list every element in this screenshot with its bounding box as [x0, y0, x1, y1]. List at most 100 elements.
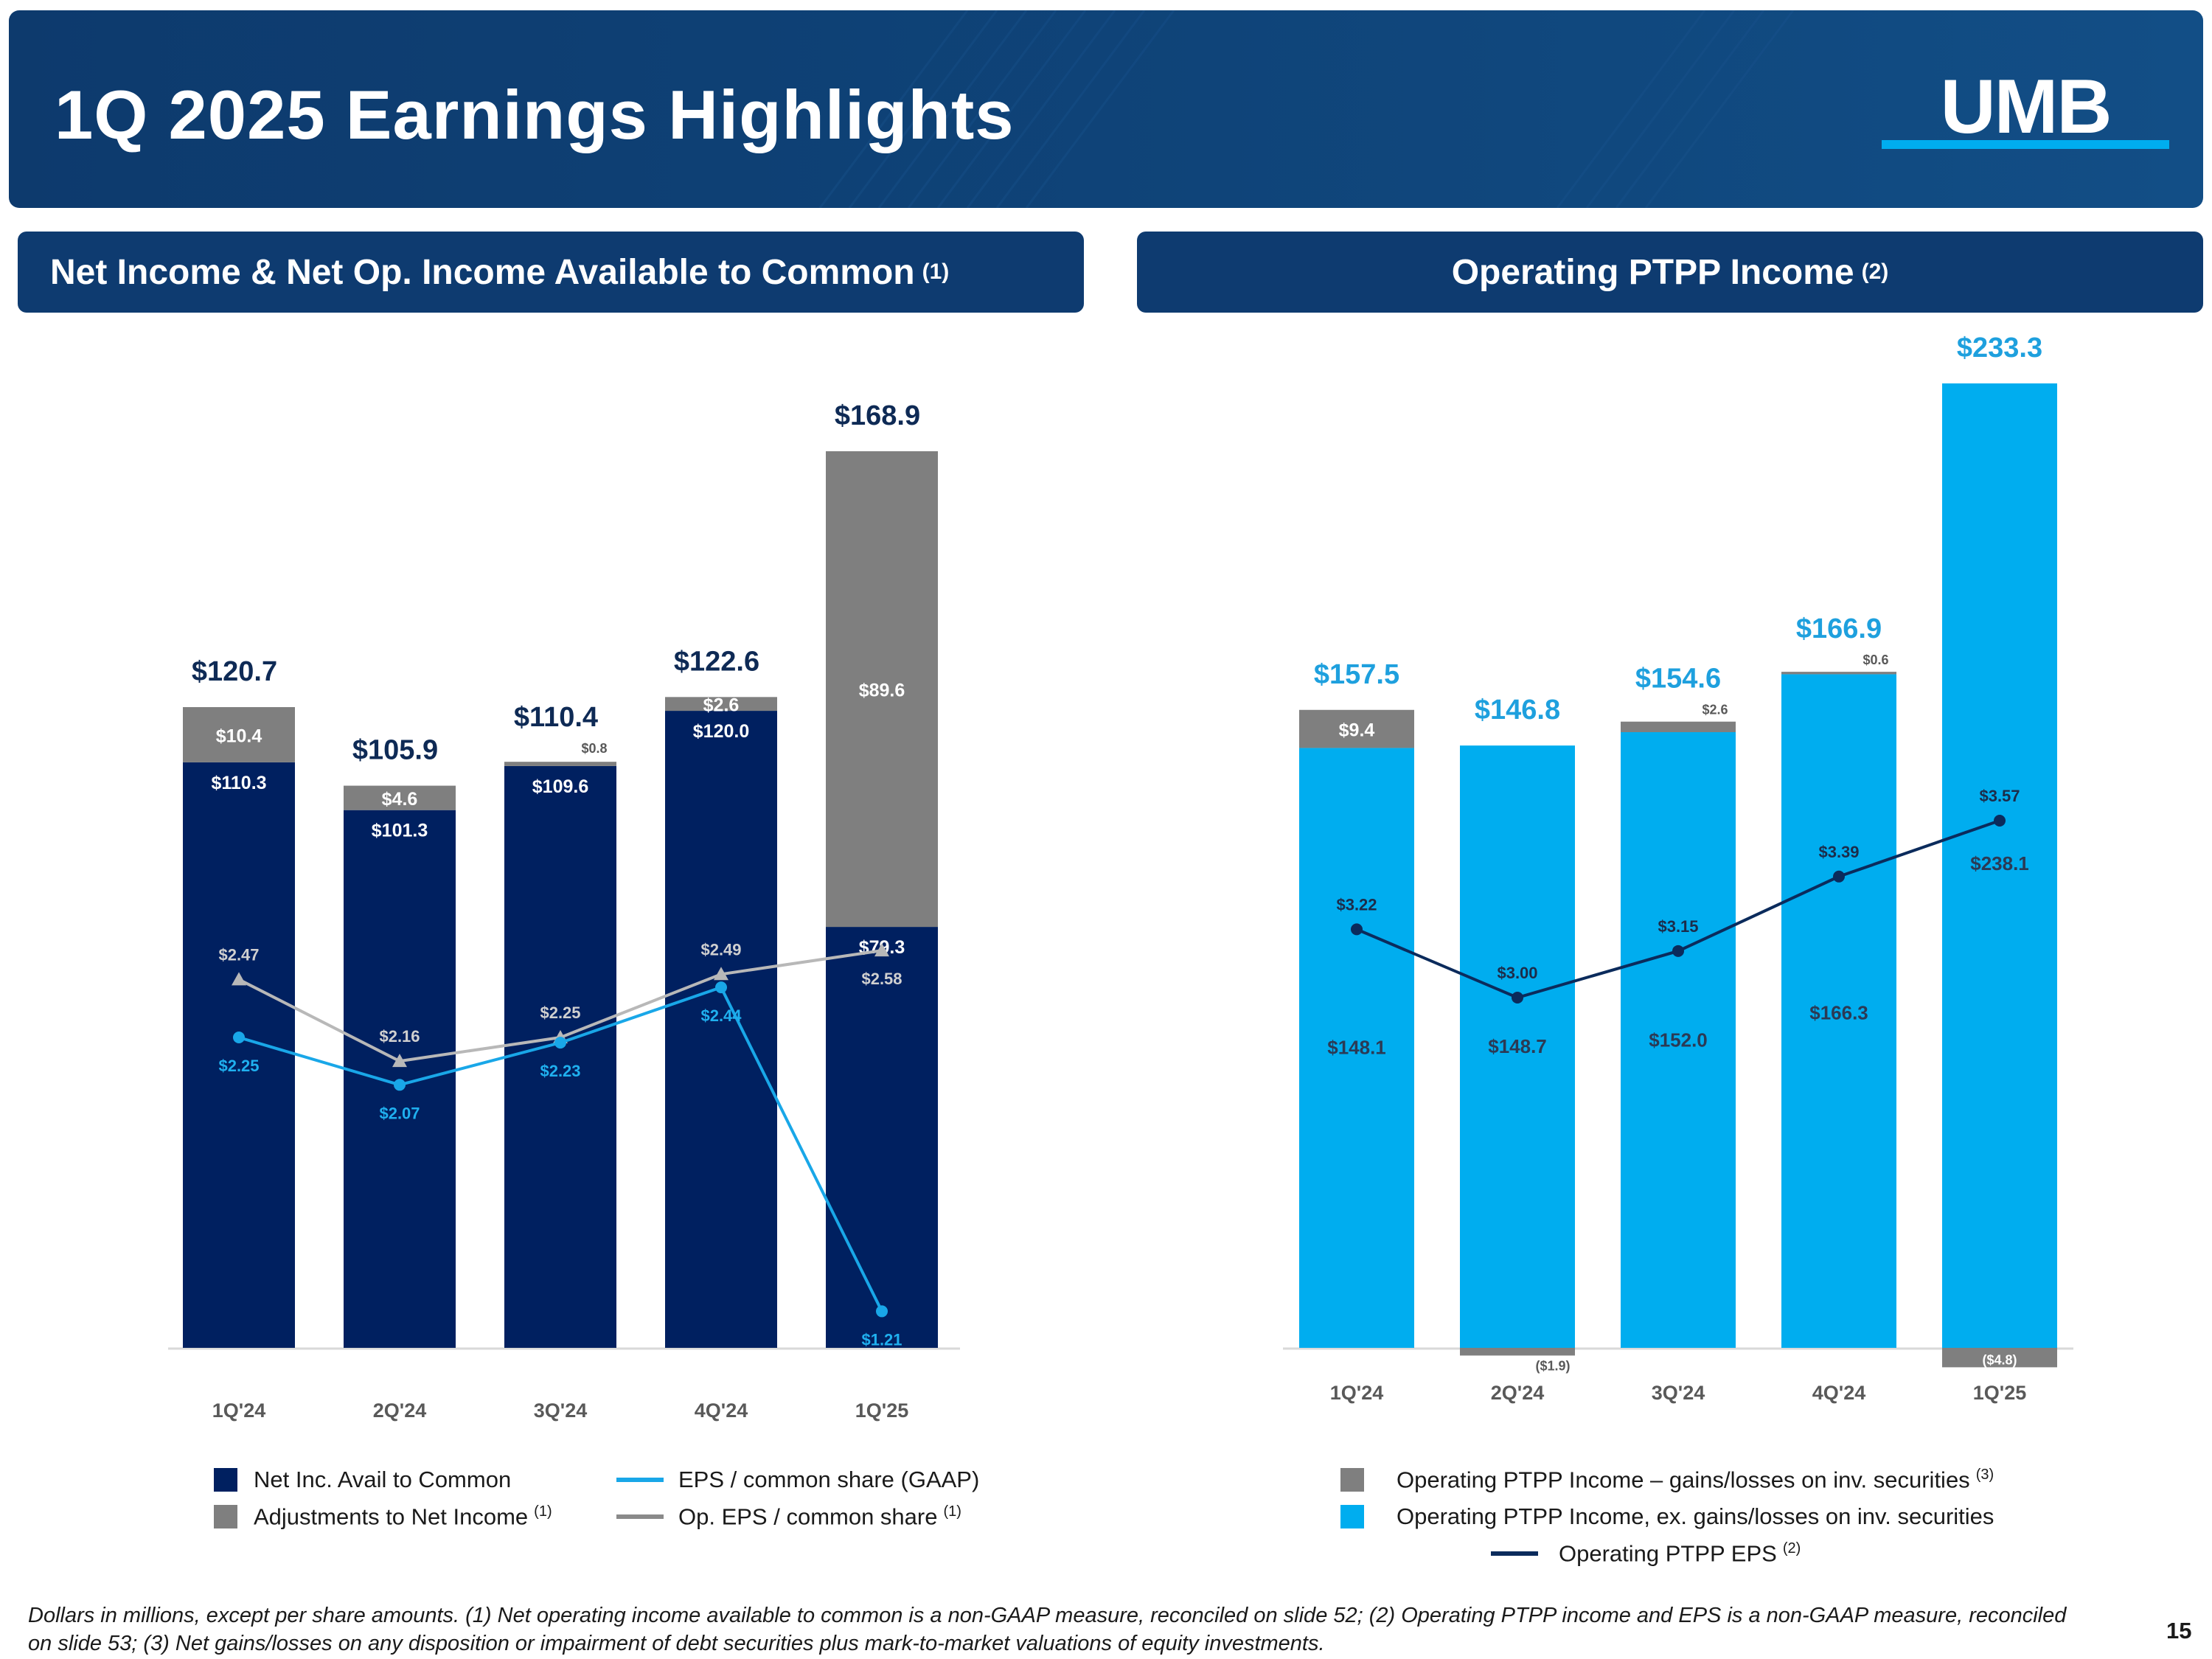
right-bar-ptpp-gains	[1621, 721, 1736, 732]
left-x-tick-label: 4Q'24	[695, 1399, 748, 1422]
right-label-ptpp-ex-gains: $148.7	[1488, 1035, 1547, 1057]
left-label-adjustment: $2.6	[703, 695, 740, 716]
left-label-op-eps: $2.16	[379, 1027, 420, 1046]
right-bar-ptpp-ex-gains	[1781, 674, 1896, 1348]
legend-swatch-ptpp-ex-gains	[1340, 1505, 1364, 1528]
left-point-eps-gaap	[554, 1037, 566, 1049]
legend-line-eps-gaap	[616, 1478, 664, 1482]
right-bar-ptpp-ex-gains	[1460, 745, 1575, 1348]
left-point-eps-gaap	[233, 1032, 245, 1043]
legend-ptpp-eps: Operating PTPP EPS (2)	[1559, 1540, 1801, 1567]
left-point-eps-gaap	[715, 981, 727, 994]
left-bar-net-income	[665, 711, 777, 1348]
left-panel-title-note: (1)	[922, 260, 950, 284]
left-bar-adjustment	[826, 451, 938, 928]
banner-texture	[818, 10, 1795, 208]
left-panel-header: Net Income & Net Op. Income Available to…	[18, 232, 1084, 313]
right-label-ptpp-gains: ($4.8)	[1982, 1352, 2017, 1367]
right-label-ptpp-ex-gains: $166.3	[1809, 1001, 1868, 1023]
left-label-eps-gaap: $2.07	[379, 1104, 420, 1122]
page-number: 15	[2166, 1618, 2192, 1644]
left-panel-title: Net Income & Net Op. Income Available to…	[50, 252, 915, 292]
left-label-eps-gaap: $2.25	[218, 1057, 259, 1075]
left-bar-adjustment	[665, 697, 777, 712]
left-x-tick-label: 2Q'24	[373, 1399, 426, 1422]
right-panel-title: Operating PTPP Income	[1451, 252, 1854, 292]
left-label-net-income: $101.3	[372, 821, 428, 841]
umb-logo: UMB	[1882, 72, 2169, 150]
legend-op-eps: Op. EPS / common share (1)	[678, 1503, 961, 1530]
right-point-ptpp-eps	[1672, 945, 1684, 957]
right-bar-ptpp-ex-gains	[1299, 748, 1414, 1348]
right-x-tick-label: 2Q'24	[1491, 1382, 1544, 1404]
left-point-op-eps	[392, 1054, 407, 1068]
right-point-ptpp-eps	[1351, 923, 1363, 936]
left-x-tick-label: 1Q'25	[855, 1399, 908, 1422]
left-point-op-eps	[874, 943, 889, 957]
left-label-op-eps: $2.25	[540, 1004, 580, 1022]
title-banner: 1Q 2025 Earnings Highlights UMB	[9, 10, 2203, 208]
left-label-net-income: $120.0	[693, 721, 749, 742]
right-total-label: $154.6	[1635, 664, 1721, 695]
right-total-label: $233.3	[1957, 333, 2042, 364]
legend-line-op-eps	[616, 1514, 664, 1519]
right-total-label: $157.5	[1314, 659, 1399, 690]
page-title: 1Q 2025 Earnings Highlights	[55, 76, 1015, 153]
left-bar-net-income	[183, 762, 295, 1348]
right-bar-ptpp-gains	[1460, 1348, 1575, 1356]
footnote: Dollars in millions, except per share am…	[28, 1604, 2067, 1655]
legend-swatch-net-income	[214, 1468, 237, 1492]
right-label-ptpp-eps: $3.57	[1979, 787, 2020, 805]
legend-net-income: Net Inc. Avail to Common	[254, 1467, 512, 1492]
right-bar-ptpp-gains	[1299, 709, 1414, 748]
left-label-adjustment: $4.6	[382, 789, 418, 810]
logo-underline	[1882, 140, 2169, 149]
left-label-op-eps: $2.47	[218, 945, 259, 964]
right-bar-ptpp-gains	[1942, 1348, 2057, 1368]
left-label-adjustment: $10.4	[216, 726, 262, 746]
left-point-op-eps	[232, 972, 246, 986]
right-point-ptpp-eps	[1512, 992, 1523, 1004]
right-label-ptpp-ex-gains: $238.1	[1970, 852, 2029, 874]
right-label-ptpp-gains: $2.6	[1702, 703, 1728, 717]
right-bar-ptpp-ex-gains	[1621, 731, 1736, 1348]
left-total-label: $105.9	[352, 735, 438, 766]
right-panel-header: Operating PTPP Income (2)	[1137, 232, 2203, 313]
right-label-ptpp-eps: $3.22	[1336, 895, 1377, 914]
left-point-eps-gaap	[876, 1305, 888, 1318]
right-panel-title-note: (2)	[1861, 260, 1889, 284]
left-bar-adjustment	[183, 707, 295, 762]
right-label-ptpp-ex-gains: $152.0	[1649, 1029, 1708, 1051]
left-bar-net-income	[826, 927, 938, 1348]
right-label-ptpp-eps: $3.39	[1818, 843, 1859, 861]
left-label-op-eps: $2.58	[861, 970, 902, 988]
right-total-label: $166.9	[1796, 613, 1882, 644]
legend-ptpp-ex-gains: Operating PTPP Income, ex. gains/losses …	[1397, 1503, 1994, 1529]
right-x-tick-label: 3Q'24	[1652, 1382, 1705, 1404]
right-total-label: $146.8	[1475, 695, 1560, 726]
left-point-eps-gaap	[394, 1079, 406, 1091]
right-x-tick-label: 1Q'24	[1330, 1382, 1383, 1404]
legend-adjustments: Adjustments to Net Income (1)	[254, 1503, 552, 1530]
right-x-tick-label: 4Q'24	[1812, 1382, 1865, 1404]
legend-swatch-adjustments	[214, 1505, 237, 1528]
right-x-tick-label: 1Q'25	[1973, 1382, 2026, 1404]
right-point-ptpp-eps	[1994, 815, 2006, 827]
left-x-tick-label: 3Q'24	[534, 1399, 587, 1422]
logo-text: UMB	[1941, 72, 2111, 150]
left-label-net-income: $109.6	[532, 776, 588, 797]
left-point-op-eps	[714, 967, 728, 981]
left-label-eps-gaap: $1.21	[861, 1330, 902, 1349]
right-label-ptpp-gains: $0.6	[1863, 653, 1888, 667]
right-bar-ptpp-ex-gains	[1942, 383, 2057, 1348]
left-label-eps-gaap: $2.23	[540, 1062, 580, 1080]
left-label-eps-gaap: $2.44	[700, 1006, 742, 1025]
right-label-ptpp-eps: $3.00	[1497, 964, 1537, 982]
right-label-ptpp-ex-gains: $148.1	[1327, 1037, 1386, 1059]
left-total-label: $110.4	[514, 702, 598, 733]
left-label-net-income: $110.3	[211, 773, 266, 793]
right-label-ptpp-eps: $3.15	[1658, 917, 1698, 936]
legend-swatch-ptpp-gains	[1340, 1468, 1364, 1492]
left-total-label: $122.6	[674, 646, 759, 677]
